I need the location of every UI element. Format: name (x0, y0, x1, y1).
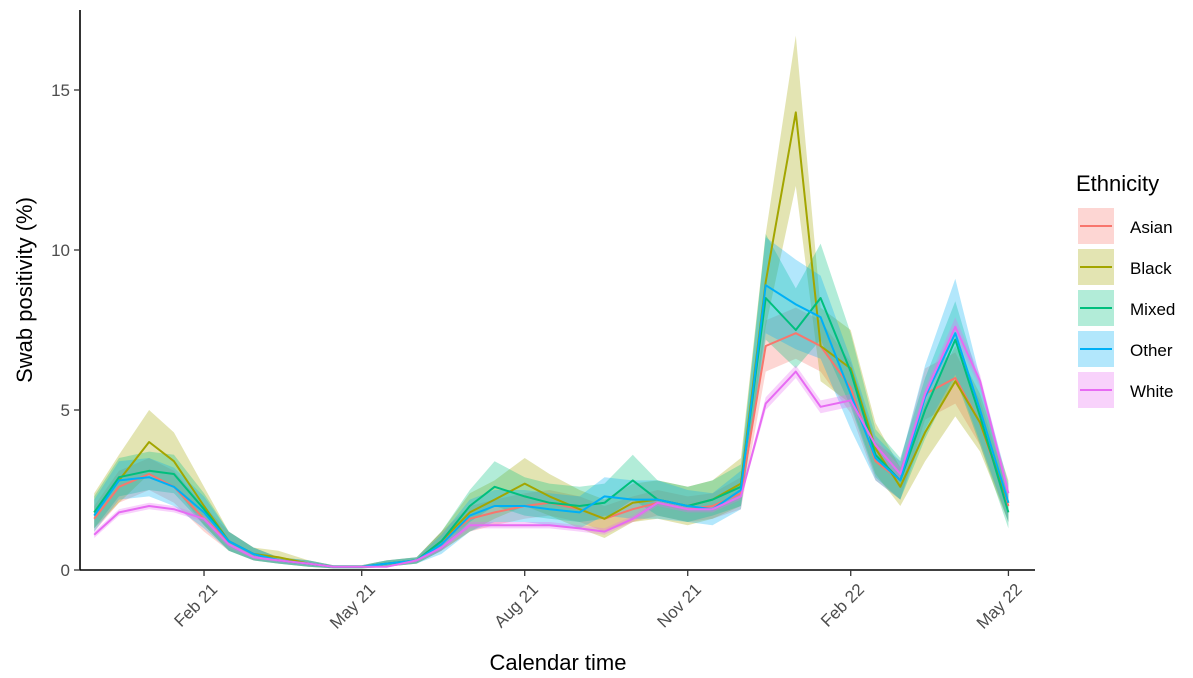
series-line-white (93, 325, 1010, 568)
series-line-asian (93, 332, 1010, 568)
legend-label: White (1130, 382, 1173, 401)
legend-item-black: Black (1078, 249, 1172, 285)
x-axis-title: Calendar time (490, 650, 627, 675)
band-mixed (94, 234, 1009, 569)
series-lines (93, 111, 1010, 568)
band-other (94, 237, 1009, 569)
x-tick-label: Nov 21 (654, 580, 706, 632)
confidence-bands (94, 35, 1009, 569)
y-axis-title: Swab positivity (%) (12, 197, 37, 383)
y-axis-ticks: 0 5 10 15 (51, 81, 80, 580)
legend-item-white: White (1078, 372, 1173, 408)
x-tick-label: May 21 (326, 580, 379, 633)
legend-item-asian: Asian (1078, 208, 1173, 244)
x-axis-ticks: Feb 21 May 21 Aug 21 Nov 21 Feb 22 May 22 (170, 570, 1026, 633)
legend-label: Other (1130, 341, 1173, 360)
legend: Ethnicity Asian Black Mixed Other White (1076, 171, 1175, 408)
legend-item-mixed: Mixed (1078, 290, 1175, 326)
legend-label: Asian (1130, 218, 1173, 237)
legend-label: Black (1130, 259, 1172, 278)
x-tick-label: Feb 22 (817, 580, 868, 631)
y-tick-label: 10 (51, 241, 70, 260)
y-tick-label: 15 (51, 81, 70, 100)
x-tick-label: May 22 (973, 580, 1026, 633)
legend-title: Ethnicity (1076, 171, 1159, 196)
band-black (94, 35, 1009, 569)
y-tick-label: 5 (61, 401, 70, 420)
x-tick-label: Feb 21 (170, 580, 221, 631)
x-tick-label: Aug 21 (490, 580, 542, 632)
y-tick-label: 0 (61, 561, 70, 580)
legend-item-other: Other (1078, 331, 1173, 367)
legend-label: Mixed (1130, 300, 1175, 319)
